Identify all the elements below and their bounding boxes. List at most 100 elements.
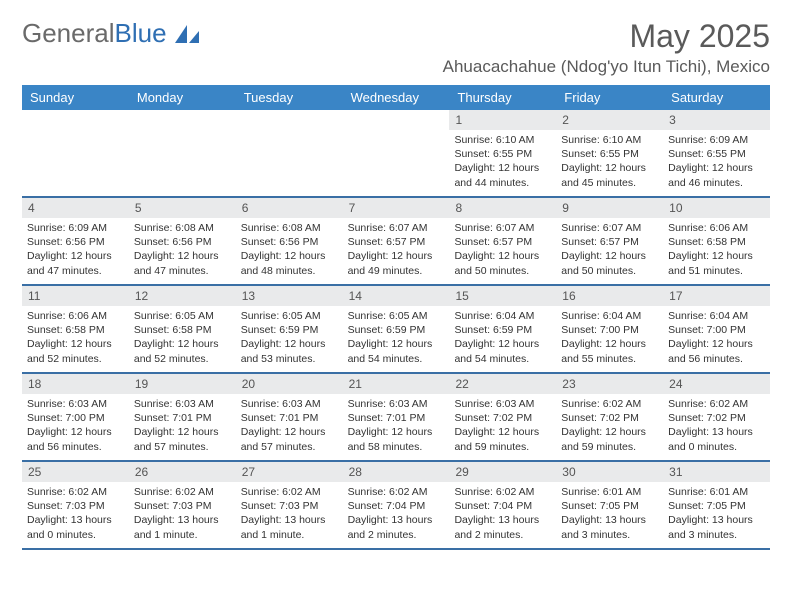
day-number: 15 bbox=[449, 286, 556, 306]
sunrise-line: Sunrise: 6:10 AM bbox=[454, 133, 551, 147]
day-number: 21 bbox=[343, 374, 450, 394]
daylight-line: Daylight: 13 hours and 2 minutes. bbox=[348, 513, 445, 541]
sunset-line: Sunset: 6:59 PM bbox=[454, 323, 551, 337]
day-cell: 17Sunrise: 6:04 AMSunset: 7:00 PMDayligh… bbox=[663, 286, 770, 372]
day-cell: 9Sunrise: 6:07 AMSunset: 6:57 PMDaylight… bbox=[556, 198, 663, 284]
dow-wednesday: Wednesday bbox=[343, 85, 450, 110]
day-cell: 16Sunrise: 6:04 AMSunset: 7:00 PMDayligh… bbox=[556, 286, 663, 372]
logo-text-2: Blue bbox=[115, 18, 167, 49]
day-cell: 8Sunrise: 6:07 AMSunset: 6:57 PMDaylight… bbox=[449, 198, 556, 284]
daylight-line: Daylight: 12 hours and 44 minutes. bbox=[454, 161, 551, 189]
sunset-line: Sunset: 6:56 PM bbox=[241, 235, 338, 249]
day-body: Sunrise: 6:08 AMSunset: 6:56 PMDaylight:… bbox=[236, 218, 343, 283]
daylight-line: Daylight: 12 hours and 57 minutes. bbox=[134, 425, 231, 453]
day-body: Sunrise: 6:03 AMSunset: 7:01 PMDaylight:… bbox=[129, 394, 236, 459]
day-cell: 24Sunrise: 6:02 AMSunset: 7:02 PMDayligh… bbox=[663, 374, 770, 460]
sunrise-line: Sunrise: 6:03 AM bbox=[454, 397, 551, 411]
day-number: 7 bbox=[343, 198, 450, 218]
day-body: Sunrise: 6:01 AMSunset: 7:05 PMDaylight:… bbox=[663, 482, 770, 547]
sunrise-line: Sunrise: 6:07 AM bbox=[561, 221, 658, 235]
day-number: 31 bbox=[663, 462, 770, 482]
sunrise-line: Sunrise: 6:02 AM bbox=[241, 485, 338, 499]
sunset-line: Sunset: 6:58 PM bbox=[134, 323, 231, 337]
day-cell bbox=[236, 110, 343, 196]
sunset-line: Sunset: 7:04 PM bbox=[454, 499, 551, 513]
sunset-line: Sunset: 6:55 PM bbox=[668, 147, 765, 161]
day-number: 12 bbox=[129, 286, 236, 306]
day-number: 3 bbox=[663, 110, 770, 130]
day-number: 22 bbox=[449, 374, 556, 394]
sunset-line: Sunset: 7:03 PM bbox=[134, 499, 231, 513]
day-body: Sunrise: 6:08 AMSunset: 6:56 PMDaylight:… bbox=[129, 218, 236, 283]
day-number: 16 bbox=[556, 286, 663, 306]
day-number: 9 bbox=[556, 198, 663, 218]
sunrise-line: Sunrise: 6:09 AM bbox=[668, 133, 765, 147]
day-cell: 11Sunrise: 6:06 AMSunset: 6:58 PMDayligh… bbox=[22, 286, 129, 372]
day-cell: 25Sunrise: 6:02 AMSunset: 7:03 PMDayligh… bbox=[22, 462, 129, 548]
sunset-line: Sunset: 6:57 PM bbox=[561, 235, 658, 249]
day-cell: 3Sunrise: 6:09 AMSunset: 6:55 PMDaylight… bbox=[663, 110, 770, 196]
sunset-line: Sunset: 7:03 PM bbox=[241, 499, 338, 513]
logo-text-1: General bbox=[22, 18, 115, 49]
sunset-line: Sunset: 7:02 PM bbox=[454, 411, 551, 425]
dow-sunday: Sunday bbox=[22, 85, 129, 110]
day-body: Sunrise: 6:10 AMSunset: 6:55 PMDaylight:… bbox=[556, 130, 663, 195]
sunrise-line: Sunrise: 6:06 AM bbox=[27, 309, 124, 323]
week-row: 18Sunrise: 6:03 AMSunset: 7:00 PMDayligh… bbox=[22, 374, 770, 462]
day-body: Sunrise: 6:02 AMSunset: 7:04 PMDaylight:… bbox=[343, 482, 450, 547]
day-cell: 4Sunrise: 6:09 AMSunset: 6:56 PMDaylight… bbox=[22, 198, 129, 284]
day-cell: 28Sunrise: 6:02 AMSunset: 7:04 PMDayligh… bbox=[343, 462, 450, 548]
daylight-line: Daylight: 13 hours and 2 minutes. bbox=[454, 513, 551, 541]
day-number: 24 bbox=[663, 374, 770, 394]
daylight-line: Daylight: 13 hours and 0 minutes. bbox=[27, 513, 124, 541]
day-number: 8 bbox=[449, 198, 556, 218]
daylight-line: Daylight: 12 hours and 50 minutes. bbox=[454, 249, 551, 277]
sunrise-line: Sunrise: 6:07 AM bbox=[348, 221, 445, 235]
day-cell: 19Sunrise: 6:03 AMSunset: 7:01 PMDayligh… bbox=[129, 374, 236, 460]
day-number: 19 bbox=[129, 374, 236, 394]
day-body: Sunrise: 6:02 AMSunset: 7:03 PMDaylight:… bbox=[236, 482, 343, 547]
sunrise-line: Sunrise: 6:02 AM bbox=[134, 485, 231, 499]
sunset-line: Sunset: 6:58 PM bbox=[668, 235, 765, 249]
day-cell: 10Sunrise: 6:06 AMSunset: 6:58 PMDayligh… bbox=[663, 198, 770, 284]
day-cell: 7Sunrise: 6:07 AMSunset: 6:57 PMDaylight… bbox=[343, 198, 450, 284]
day-body: Sunrise: 6:03 AMSunset: 7:00 PMDaylight:… bbox=[22, 394, 129, 459]
day-body: Sunrise: 6:04 AMSunset: 7:00 PMDaylight:… bbox=[556, 306, 663, 371]
day-cell: 23Sunrise: 6:02 AMSunset: 7:02 PMDayligh… bbox=[556, 374, 663, 460]
sunrise-line: Sunrise: 6:02 AM bbox=[348, 485, 445, 499]
day-body: Sunrise: 6:10 AMSunset: 6:55 PMDaylight:… bbox=[449, 130, 556, 195]
sunrise-line: Sunrise: 6:04 AM bbox=[454, 309, 551, 323]
logo: GeneralBlue bbox=[22, 18, 201, 49]
daylight-line: Daylight: 12 hours and 58 minutes. bbox=[348, 425, 445, 453]
day-body: Sunrise: 6:09 AMSunset: 6:55 PMDaylight:… bbox=[663, 130, 770, 195]
dow-thursday: Thursday bbox=[449, 85, 556, 110]
sunrise-line: Sunrise: 6:05 AM bbox=[348, 309, 445, 323]
sunset-line: Sunset: 6:56 PM bbox=[134, 235, 231, 249]
day-cell bbox=[129, 110, 236, 196]
sunrise-line: Sunrise: 6:03 AM bbox=[134, 397, 231, 411]
sunrise-line: Sunrise: 6:04 AM bbox=[561, 309, 658, 323]
day-number: 2 bbox=[556, 110, 663, 130]
sunset-line: Sunset: 7:03 PM bbox=[27, 499, 124, 513]
sunset-line: Sunset: 6:56 PM bbox=[27, 235, 124, 249]
sunrise-line: Sunrise: 6:05 AM bbox=[241, 309, 338, 323]
sunrise-line: Sunrise: 6:03 AM bbox=[27, 397, 124, 411]
day-body: Sunrise: 6:07 AMSunset: 6:57 PMDaylight:… bbox=[343, 218, 450, 283]
sunset-line: Sunset: 6:55 PM bbox=[561, 147, 658, 161]
sunrise-line: Sunrise: 6:05 AM bbox=[134, 309, 231, 323]
day-number: 27 bbox=[236, 462, 343, 482]
day-cell bbox=[22, 110, 129, 196]
sunset-line: Sunset: 6:57 PM bbox=[348, 235, 445, 249]
day-body: Sunrise: 6:09 AMSunset: 6:56 PMDaylight:… bbox=[22, 218, 129, 283]
day-number: 4 bbox=[22, 198, 129, 218]
sunrise-line: Sunrise: 6:01 AM bbox=[668, 485, 765, 499]
daylight-line: Daylight: 12 hours and 59 minutes. bbox=[561, 425, 658, 453]
dow-saturday: Saturday bbox=[663, 85, 770, 110]
day-cell: 22Sunrise: 6:03 AMSunset: 7:02 PMDayligh… bbox=[449, 374, 556, 460]
sunrise-line: Sunrise: 6:03 AM bbox=[348, 397, 445, 411]
day-body: Sunrise: 6:01 AMSunset: 7:05 PMDaylight:… bbox=[556, 482, 663, 547]
day-cell: 20Sunrise: 6:03 AMSunset: 7:01 PMDayligh… bbox=[236, 374, 343, 460]
daylight-line: Daylight: 13 hours and 0 minutes. bbox=[668, 425, 765, 453]
sunset-line: Sunset: 7:01 PM bbox=[241, 411, 338, 425]
daylight-line: Daylight: 12 hours and 51 minutes. bbox=[668, 249, 765, 277]
